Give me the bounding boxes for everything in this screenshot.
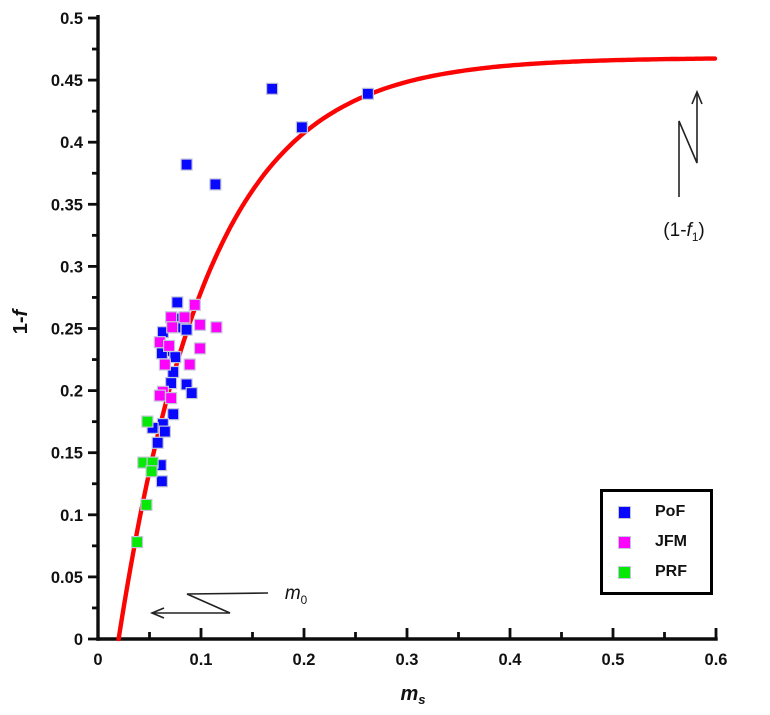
y-tick-label: 0.5 bbox=[60, 10, 83, 28]
data-point-prf bbox=[145, 465, 158, 478]
data-point-pof bbox=[180, 158, 193, 171]
legend-label-pof: PoF bbox=[655, 503, 686, 520]
data-point-pof bbox=[171, 296, 184, 309]
data-point-pof bbox=[167, 408, 180, 421]
data-point-jfm bbox=[210, 321, 223, 334]
y-tick-label: 0.45 bbox=[51, 72, 83, 90]
legend-swatch-prf bbox=[618, 565, 631, 579]
data-point-pof bbox=[155, 475, 168, 488]
legend-label-prf: PRF bbox=[655, 563, 687, 580]
data-point-jfm bbox=[193, 342, 207, 355]
y-tick-label: 0.4 bbox=[60, 134, 84, 152]
x-tick-label: 0.3 bbox=[396, 651, 419, 669]
y-tick-label: 0 bbox=[74, 631, 83, 649]
y-tick-label: 0.35 bbox=[51, 196, 83, 214]
x-tick-label: 0.6 bbox=[705, 651, 728, 669]
data-point-jfm bbox=[178, 311, 191, 324]
y-tick-label: 0.15 bbox=[51, 445, 83, 463]
annotation-asymptote-symbol: f bbox=[686, 220, 692, 242]
data-point-jfm bbox=[188, 298, 201, 311]
fit-curve bbox=[116, 56, 718, 642]
data-point-jfm bbox=[153, 389, 166, 402]
asymptote-label-arrowhead bbox=[691, 89, 703, 105]
legend: PoF JFM PRF bbox=[600, 489, 713, 595]
annotation-asymptote-post: ) bbox=[698, 220, 705, 242]
y-tick-label: 0.25 bbox=[51, 321, 83, 339]
data-point-prf bbox=[141, 415, 154, 428]
legend-swatch-pof bbox=[618, 505, 631, 519]
data-point-pof bbox=[165, 377, 178, 390]
y-tick-label: 0.3 bbox=[60, 258, 83, 276]
annotation-intercept-label: m0 bbox=[285, 583, 307, 607]
x-tick-label: 0.5 bbox=[602, 651, 625, 669]
data-point-jfm bbox=[183, 358, 196, 371]
data-point-pof bbox=[151, 436, 164, 449]
data-point-prf bbox=[131, 535, 144, 549]
annotation-asymptote-label: (1-f1) bbox=[663, 220, 704, 244]
legend-item-pof: PoF bbox=[618, 503, 706, 521]
x-tick-label: 0 bbox=[93, 651, 102, 669]
data-point-prf bbox=[140, 498, 153, 511]
data-point-pof bbox=[209, 178, 222, 191]
data-point-jfm bbox=[165, 392, 178, 405]
annotation-asymptote-subscript: 1 bbox=[691, 230, 699, 244]
annotation-asymptote-pre: (1- bbox=[663, 220, 687, 242]
x-axis-title: ms bbox=[400, 683, 425, 707]
intercept-label-arrowhead bbox=[149, 607, 165, 619]
data-point-pof bbox=[169, 351, 182, 364]
legend-swatch-jfm bbox=[618, 535, 631, 549]
y-tick-label: 0.05 bbox=[51, 569, 83, 587]
x-tick-label: 0.4 bbox=[499, 651, 523, 669]
data-point-pof bbox=[361, 87, 374, 100]
asymptote-label-arrow bbox=[678, 92, 698, 197]
data-point-jfm bbox=[163, 339, 176, 352]
data-point-pof bbox=[185, 387, 198, 400]
x-tick-label: 0.1 bbox=[190, 651, 213, 669]
y-axis-title: 1-f bbox=[10, 307, 32, 334]
annotation-intercept-subscript: 0 bbox=[300, 593, 308, 607]
intercept-label-arrow bbox=[152, 592, 269, 614]
x-tick-label: 0.2 bbox=[293, 651, 316, 669]
data-point-jfm bbox=[158, 358, 171, 371]
data-point-jfm bbox=[165, 311, 178, 324]
data-point-pof bbox=[266, 82, 279, 95]
annotation-intercept-symbol: m bbox=[284, 583, 301, 605]
data-point-jfm bbox=[193, 318, 207, 331]
data-point-pof bbox=[180, 323, 193, 336]
legend-label-jfm: JFM bbox=[655, 533, 687, 550]
legend-item-jfm: JFM bbox=[618, 533, 706, 551]
y-tick-label: 0.1 bbox=[60, 507, 83, 525]
data-point-pof bbox=[158, 425, 171, 438]
y-tick-label: 0.2 bbox=[60, 383, 83, 401]
legend-item-prf: PRF bbox=[618, 563, 706, 581]
data-point-pof bbox=[295, 121, 308, 134]
data-point-jfm bbox=[166, 321, 179, 334]
